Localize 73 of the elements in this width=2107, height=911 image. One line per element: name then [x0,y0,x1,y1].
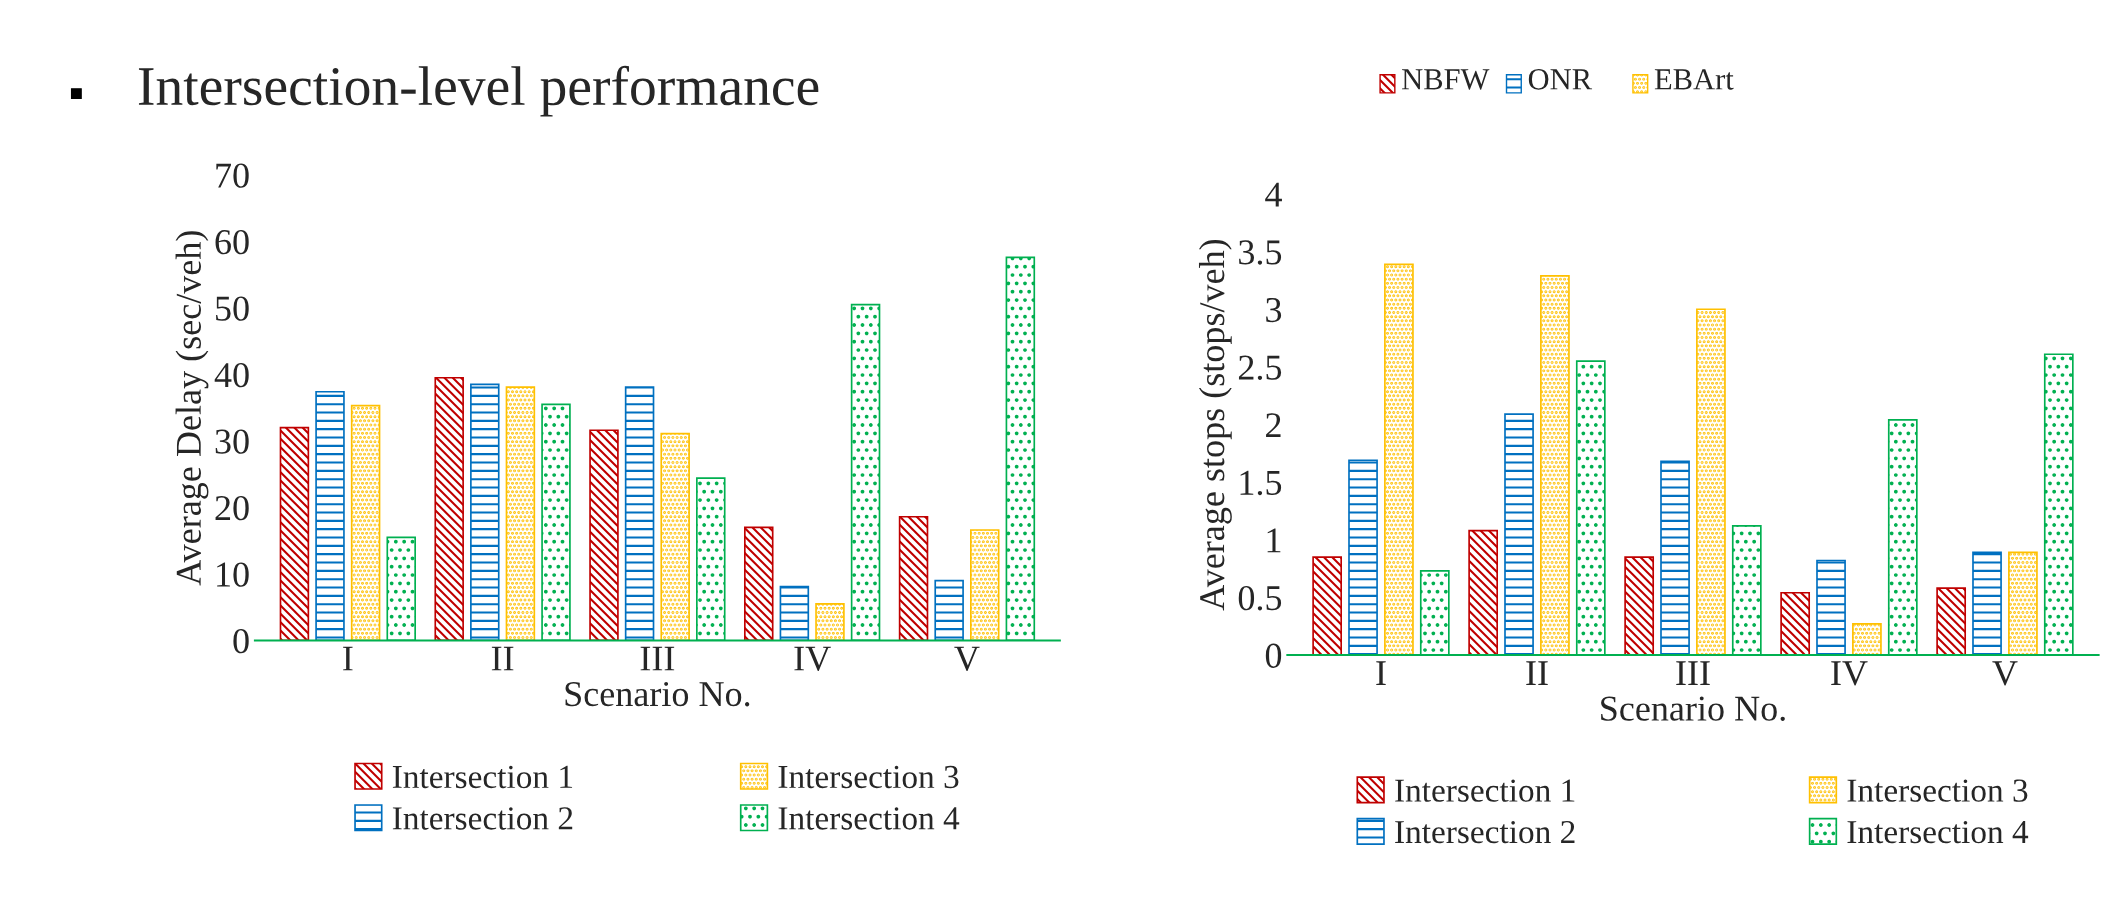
x-tick-label: II [1526,661,1548,685]
legend-label: Intersection 4 [1847,820,2029,844]
bar [779,585,810,641]
bar [898,515,929,641]
bar [1348,459,1378,656]
bar [1972,551,2002,656]
x-axis-title: Scenario No. [1601,696,1785,721]
bar [1660,460,1690,656]
bar [470,383,500,641]
y-tick-label: 3 [1266,297,1282,323]
legend-label: Intersection 2 [392,807,573,830]
x-axis-title: Scenario No. [565,681,750,707]
chart-title: Intersection-level performance [138,65,819,117]
bar [624,386,655,641]
text: EBArt [1654,69,1734,90]
y-tick-label: 0 [233,628,249,654]
bar [315,390,345,641]
y-tick-label: 40 [214,362,249,388]
y-tick-label: 30 [215,429,249,454]
bar [1312,556,1343,656]
bar [744,526,774,641]
x-tick-label: III [1676,661,1710,685]
bar [1936,587,1967,656]
bar [660,432,690,641]
bar [969,529,1000,641]
legend-label: Intersection 2 [1395,820,1575,844]
y-tick-label: 70 [216,163,249,188]
y-tick-label: 0 [1265,643,1282,668]
y-tick-label: 1 [1267,528,1281,553]
x-tick-label: II [491,646,514,671]
y-tick-label: 20 [215,495,249,521]
y-tick-label: 2.5 [1238,355,1282,380]
bar [1624,556,1655,656]
y-axis-title: Average Delay (sec/veh) [175,231,209,586]
bar [1540,275,1570,656]
x-tick-label: I [343,646,353,671]
text: ONR [1528,69,1593,90]
bar [1696,308,1726,656]
bar [1504,413,1534,656]
bar [1816,559,1846,656]
legend-label: Intersection 1 [392,765,573,789]
x-tick-label: III [640,646,675,671]
y-tick-label: 3.5 [1239,240,1282,265]
y-tick-label: 60 [215,229,249,255]
y-tick-label: 10 [217,562,249,587]
y-tick-label: 4 [1265,182,1282,207]
x-tick-label: I [1376,661,1386,685]
y-tick-label: 50 [216,296,249,321]
legend-label: Intersection 4 [778,807,960,830]
y-axis-title: Average stops (stops/veh) [1198,239,1232,611]
x-tick-label: V [1992,661,2018,686]
bar [505,386,536,641]
bar [815,603,845,641]
x-tick-label: V [954,646,980,671]
bar [1780,591,1811,656]
bar [1384,263,1414,656]
legend-label: Intersection 3 [778,765,959,789]
bar [1468,529,1499,656]
y-tick-label: 2 [1266,413,1281,438]
legend-label: Intersection 1 [1395,779,1575,802]
bar [1852,623,1882,656]
y-tick-label: 1.5 [1240,470,1282,496]
bar [589,429,619,641]
x-tick-label: IV [1831,661,1868,686]
bar [350,404,381,641]
bar [279,426,310,641]
bar [934,579,964,641]
bar [434,376,464,641]
y-tick-label: 0.5 [1238,585,1282,611]
x-tick-label: IV [794,646,831,671]
legend-label: Intersection 3 [1847,779,2028,802]
bar [2008,551,2038,656]
text: NBFW [1402,69,1490,90]
